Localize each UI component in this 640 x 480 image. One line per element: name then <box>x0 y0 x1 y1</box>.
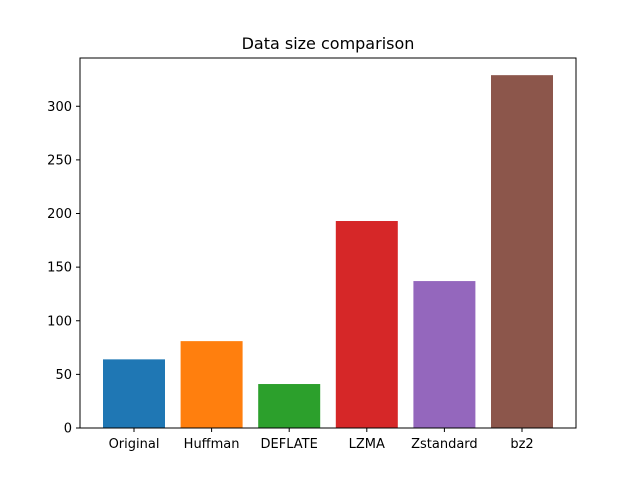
x-tick-label: bz2 <box>510 437 533 452</box>
y-tick-label: 0 <box>64 422 72 437</box>
y-tick-label: 250 <box>47 153 72 168</box>
bar-original <box>103 359 165 428</box>
bar-bz2 <box>491 75 553 428</box>
y-tick-label: 200 <box>47 207 72 222</box>
bar-huffman <box>180 341 243 428</box>
x-axis: Original Huffman DEFLATE LZMA Zstandard bz2 <box>109 428 534 452</box>
bar-deflate <box>258 384 321 428</box>
bar-lzma <box>335 221 398 428</box>
y-tick-label: 300 <box>47 100 72 115</box>
bar-zstandard <box>413 281 476 428</box>
x-tick-label: Original <box>109 437 160 452</box>
x-tick-label: DEFLATE <box>261 437 318 452</box>
x-tick-label: Zstandard <box>411 437 478 452</box>
y-tick-label: 100 <box>47 314 72 329</box>
chart-title: Data size comparison <box>242 34 415 53</box>
y-tick-label: 50 <box>55 368 72 383</box>
y-axis: 0 50 100 150 200 250 300 <box>47 100 80 437</box>
y-tick-label: 150 <box>47 261 72 276</box>
x-tick-label: LZMA <box>349 437 385 452</box>
plot-frame <box>79 57 577 429</box>
x-tick-label: Huffman <box>184 437 240 452</box>
bars-group <box>103 75 553 428</box>
